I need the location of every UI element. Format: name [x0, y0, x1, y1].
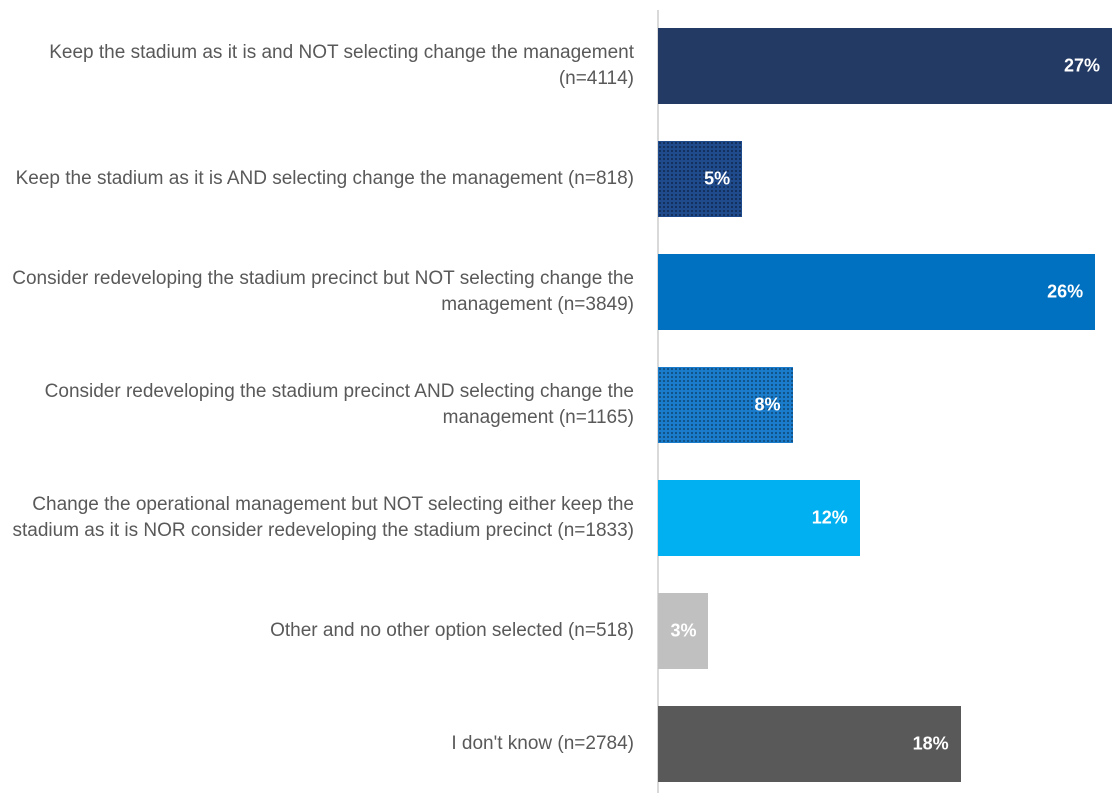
category-label: Consider redeveloping the stadium precin… — [44, 381, 634, 428]
category-label: Consider redeveloping the stadium precin… — [12, 268, 634, 315]
bar — [658, 367, 793, 443]
bar — [658, 254, 1096, 330]
category-label: Keep the stadium as it is AND selecting … — [15, 168, 634, 189]
bar — [658, 480, 860, 556]
value-label: 26% — [1047, 281, 1084, 302]
bar — [658, 706, 961, 782]
category-label: Change the operational management but NO… — [12, 494, 635, 541]
category-label: Keep the stadium as it is and NOT select… — [49, 42, 634, 89]
category-label: I don't know (n=2784) — [451, 733, 634, 754]
bar — [658, 28, 1112, 104]
value-label: 5% — [704, 168, 731, 189]
category-label: Other and no other option selected (n=51… — [270, 620, 634, 641]
value-label: 27% — [1063, 55, 1100, 76]
value-label: 8% — [754, 394, 781, 415]
value-label: 12% — [811, 507, 848, 528]
value-label: 3% — [670, 620, 697, 641]
bar — [658, 141, 743, 217]
bar — [658, 593, 709, 669]
value-label: 18% — [912, 733, 949, 754]
